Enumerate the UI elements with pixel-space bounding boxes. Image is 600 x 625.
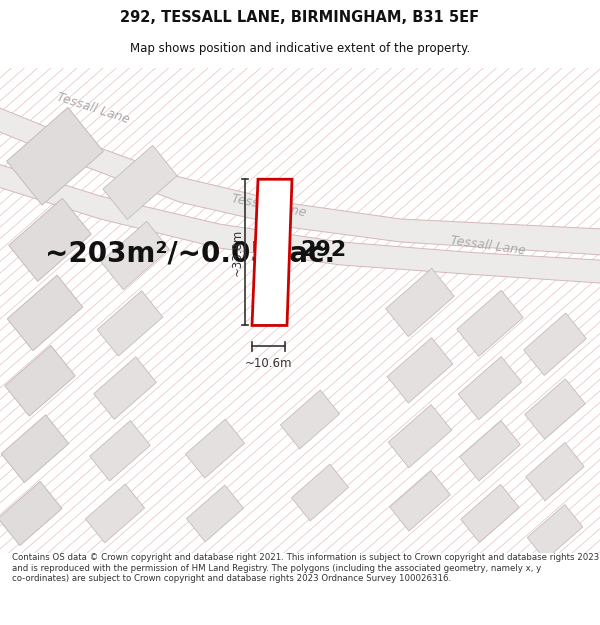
Text: ~10.6m: ~10.6m [245, 357, 292, 370]
Text: ~203m²/~0.050ac.: ~203m²/~0.050ac. [45, 240, 335, 268]
Polygon shape [1, 415, 69, 482]
Polygon shape [524, 313, 586, 376]
Polygon shape [280, 390, 340, 449]
Text: Tessall Lane: Tessall Lane [55, 90, 131, 126]
Text: Map shows position and indicative extent of the property.: Map shows position and indicative extent… [130, 42, 470, 55]
Polygon shape [90, 421, 150, 481]
Text: 292, TESSALL LANE, BIRMINGHAM, B31 5EF: 292, TESSALL LANE, BIRMINGHAM, B31 5EF [121, 10, 479, 25]
Polygon shape [526, 442, 584, 501]
Text: Contains OS data © Crown copyright and database right 2021. This information is : Contains OS data © Crown copyright and d… [12, 553, 599, 583]
Polygon shape [252, 179, 292, 326]
Polygon shape [387, 338, 453, 403]
Polygon shape [389, 471, 451, 531]
Text: Tessall Lane: Tessall Lane [450, 234, 527, 258]
Polygon shape [7, 275, 83, 351]
Polygon shape [9, 198, 91, 281]
Polygon shape [187, 485, 244, 542]
Polygon shape [461, 484, 519, 542]
Polygon shape [0, 104, 600, 256]
Polygon shape [527, 504, 583, 560]
Text: ~33.8m: ~33.8m [230, 229, 244, 276]
Polygon shape [185, 419, 245, 478]
Polygon shape [0, 161, 600, 284]
Polygon shape [101, 221, 169, 289]
Polygon shape [97, 291, 163, 356]
Text: 292: 292 [300, 240, 346, 260]
Polygon shape [85, 484, 145, 543]
Polygon shape [386, 268, 454, 337]
Polygon shape [94, 357, 157, 419]
Polygon shape [5, 346, 75, 416]
Polygon shape [460, 421, 520, 481]
Polygon shape [7, 107, 103, 205]
Polygon shape [0, 481, 62, 546]
Polygon shape [103, 146, 177, 219]
Polygon shape [388, 404, 452, 468]
Polygon shape [458, 356, 522, 420]
Polygon shape [525, 379, 585, 439]
Text: Tessall Lane: Tessall Lane [230, 192, 307, 220]
Polygon shape [457, 290, 523, 356]
Polygon shape [292, 464, 349, 521]
